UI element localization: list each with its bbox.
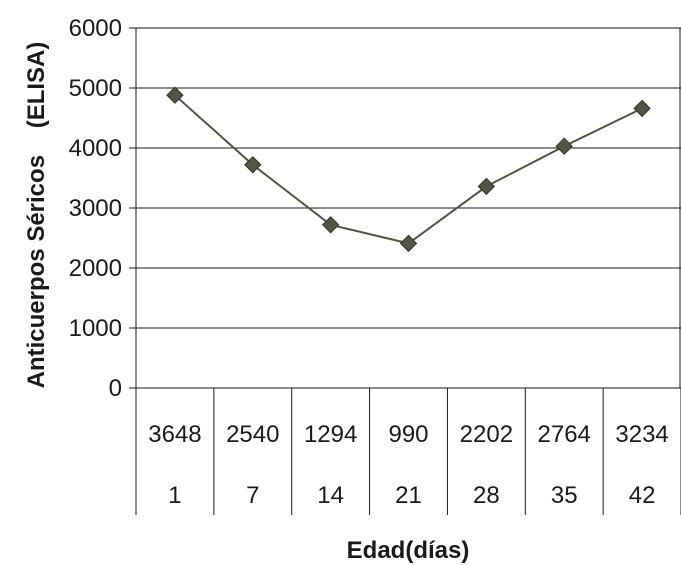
y-tick-label: 2000 (69, 255, 122, 282)
data-point (633, 99, 651, 118)
y-tick-label: 4000 (69, 135, 122, 162)
data-point (399, 234, 418, 253)
x-axis-title: Edad(días) (347, 537, 470, 564)
y-axis-ticks: 0 1000 2000 3000 4000 5000 6000 (69, 15, 122, 402)
table-value: 2540 (226, 421, 279, 448)
x-tick-label: 21 (395, 482, 422, 509)
data-point (166, 86, 184, 104)
x-tick-label: 14 (317, 482, 344, 509)
y-tick-label: 6000 (69, 15, 122, 42)
data-point (555, 137, 573, 155)
table-value: 990 (388, 421, 428, 448)
table-value: 3648 (148, 421, 201, 448)
data-table: 3648 2540 1294 990 2202 2764 3234 1 7 14 21 28 35 42 (135, 388, 681, 515)
x-tick-label: 42 (629, 482, 656, 509)
table-value: 2764 (538, 421, 591, 448)
y-tick-label: 5000 (69, 75, 122, 102)
x-tick-label: 1 (168, 482, 181, 509)
series-markers (166, 86, 651, 253)
y-tick-label: 1000 (69, 315, 122, 342)
x-tick-label: 7 (246, 482, 259, 509)
y-tick-label: 0 (109, 375, 122, 402)
x-tick-label: 28 (473, 482, 500, 509)
x-tick-label: 35 (551, 482, 578, 509)
table-value: 2202 (460, 421, 513, 448)
data-point (321, 216, 340, 234)
data-point (477, 177, 496, 196)
data-point (244, 156, 262, 174)
table-value: 3234 (615, 421, 668, 448)
y-tick-label: 3000 (69, 195, 122, 222)
series-line (174, 94, 643, 245)
table-value: 1294 (304, 421, 357, 448)
y-axis-title: Anticuerpos Séricos (ELISA) (23, 42, 50, 389)
gridlines (129, 27, 681, 389)
